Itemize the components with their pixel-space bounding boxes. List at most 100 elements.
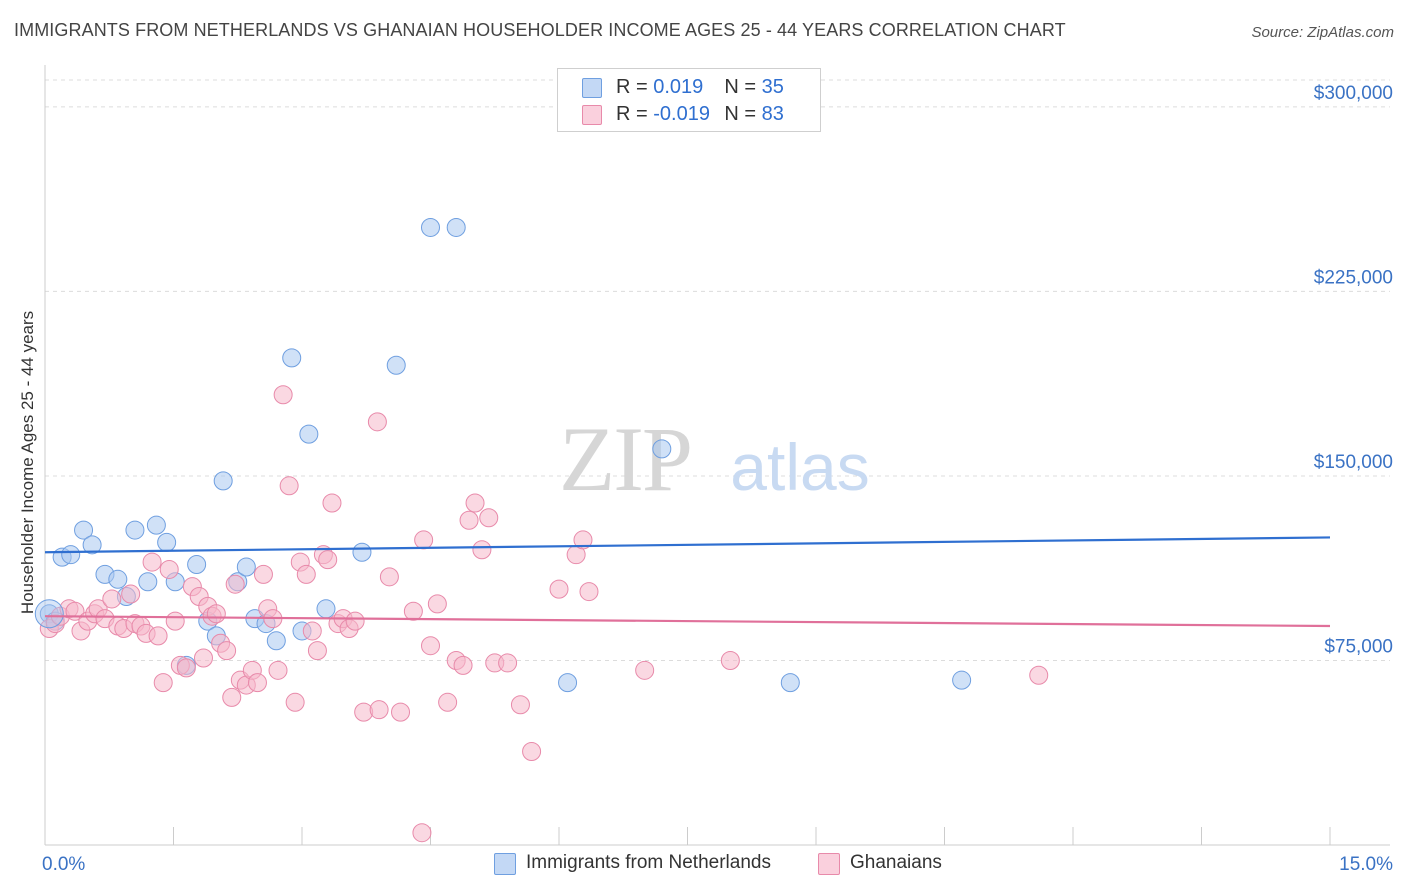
ghanaians-point-48	[307, 641, 327, 661]
series-swatch-ghanaians	[818, 853, 840, 875]
y-tick-label-1: $150,000	[1314, 452, 1393, 473]
netherlands-point-33	[558, 673, 578, 693]
ghanaians-point-81	[1029, 665, 1049, 685]
netherlands-point-27	[316, 599, 336, 619]
ghanaians-point-68	[465, 493, 485, 513]
trend-layer	[44, 536, 1331, 628]
legend-n-label: N =	[724, 76, 757, 98]
watermark-atlas: atlas	[730, 430, 869, 504]
series-label-ghanaians: Ghanaians	[850, 852, 942, 873]
netherlands-point-24	[282, 348, 302, 368]
netherlands-point-26	[299, 424, 319, 444]
x-tick-label-min: 0.0%	[42, 854, 85, 875]
netherlands-point-11	[146, 515, 166, 535]
ghanaians-point-37	[247, 673, 267, 693]
netherlands-point-10	[138, 572, 158, 592]
ghanaians-point-44	[285, 692, 305, 712]
ghanaians-point-17	[142, 552, 162, 572]
ghanaians-point-73	[510, 695, 530, 715]
netherlands-point-35	[952, 670, 972, 690]
series-legend: Immigrants from Netherlands Ghanaians	[0, 852, 1406, 876]
labels-layer: $75,000 $150,000 $225,000 $300,000 0.0% 15.0%…	[18, 83, 1393, 875]
netherlands-point-15	[187, 555, 207, 575]
legend-n-label: N =	[724, 103, 757, 125]
ghanaians-point-19	[153, 673, 173, 693]
legend-r-value: 0.019	[653, 76, 704, 98]
ghanaians-point-72	[498, 653, 518, 673]
netherlands-point-29	[386, 355, 406, 375]
ghanaians-point-51	[322, 493, 342, 513]
ghanaians-point-58	[379, 567, 399, 587]
ghanaians-point-29	[206, 604, 226, 624]
y-tick-label-0: $75,000	[1324, 636, 1393, 657]
ghanaians-point-79	[635, 660, 655, 680]
y-tick-label-2: $225,000	[1314, 267, 1393, 288]
correlation-legend: R = 0.019 N = 35 R = -0.019 N = 83	[557, 68, 821, 132]
netherlands-point-4	[74, 520, 94, 540]
ghanaians-point-38	[253, 564, 273, 584]
ghanaians-point-70	[479, 508, 499, 528]
netherlands-point-30	[421, 217, 440, 237]
ghanaians-point-60	[403, 601, 423, 621]
legend-n-value: 83	[761, 103, 784, 125]
ghanaians-point-74	[522, 742, 542, 762]
netherlands-point-32	[652, 439, 672, 459]
legend-r-label: R =	[616, 103, 648, 125]
ghanaians-point-82	[412, 823, 432, 843]
series-swatch-netherlands	[494, 853, 516, 875]
netherlands-point-31	[446, 217, 466, 237]
ghanaians-point-78	[579, 582, 599, 602]
netherlands-point-34	[780, 673, 800, 693]
ghanaians-point-21	[165, 611, 185, 631]
ghanaians-point-55	[345, 611, 365, 631]
ghanaians-point-57	[367, 412, 387, 432]
x-tick-label-max: 15.0%	[1339, 854, 1393, 875]
legend-r-value: -0.019	[653, 103, 710, 125]
ghanaians-point-31	[217, 641, 237, 661]
ghanaians-trend-line	[44, 615, 1331, 628]
ghanaians-point-83	[369, 700, 389, 720]
ghanaians-point-46	[296, 564, 316, 584]
ghanaians-point-67	[459, 510, 479, 530]
netherlands-point-23	[266, 631, 286, 651]
chart-title: IMMIGRANTS FROM NETHERLANDS VS GHANAIAN …	[14, 20, 1066, 40]
ghanaians-point-13	[121, 584, 141, 604]
legend-swatch-ghanaians	[582, 105, 602, 125]
ghanaians-point-47	[302, 621, 322, 641]
ghanaians-point-10	[102, 589, 122, 609]
netherlands-point-large	[34, 599, 64, 629]
ghanaians-point-33	[225, 574, 245, 594]
ghanaians-point-64	[438, 692, 458, 712]
ghanaians-point-66	[453, 655, 473, 675]
netherlands-point-20	[236, 557, 256, 577]
ghanaians-point-59	[391, 702, 411, 722]
netherlands-point-7	[108, 569, 128, 589]
ghanaians-point-50	[318, 550, 338, 570]
ghanaians-point-61	[414, 530, 434, 550]
ghanaians-point-62	[421, 636, 440, 656]
legend-n-value: 35	[761, 76, 784, 98]
series-label-netherlands: Immigrants from Netherlands	[526, 852, 771, 873]
source-credit: Source: ZipAtlas.com	[1251, 24, 1394, 41]
netherlands-point-9	[125, 520, 145, 540]
axes-layer	[44, 65, 1390, 846]
ghanaians-point-41	[268, 660, 288, 680]
ghanaians-point-20	[159, 559, 179, 579]
ghanaians-point-43	[279, 476, 299, 496]
ghanaians-point-75	[549, 579, 569, 599]
netherlands-point-12	[157, 532, 177, 552]
netherlands-trend-line	[44, 536, 1331, 554]
legend-swatch-netherlands	[582, 78, 602, 98]
legend-r-label: R =	[616, 76, 648, 98]
watermark-zip: ZIP	[559, 408, 691, 510]
ghanaians-point-32	[222, 687, 242, 707]
points-layer	[34, 217, 1049, 843]
netherlands-point-3	[61, 545, 81, 565]
ghanaians-point-80	[720, 650, 740, 670]
ghanaians-point-42	[273, 385, 293, 405]
ghanaians-point-69	[472, 540, 492, 560]
ghanaians-point-23	[176, 658, 196, 678]
y-axis-label: Householder Income Ages 25 - 44 years	[18, 311, 37, 614]
ghanaians-point-77	[573, 530, 593, 550]
